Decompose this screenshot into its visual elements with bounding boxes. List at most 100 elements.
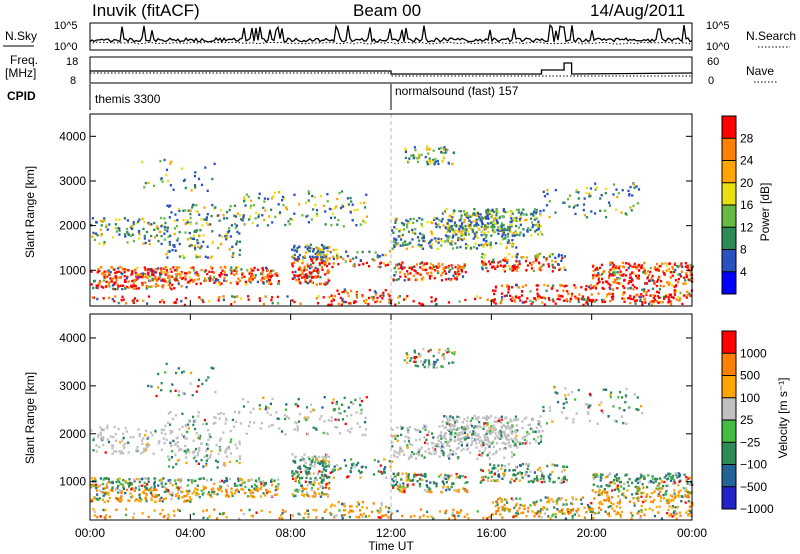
heatmap-cell [451,228,454,231]
heatmap-cell [454,242,457,245]
heatmap-cell [653,514,656,518]
heatmap-cell [562,478,566,481]
heatmap-cell [277,302,280,305]
heatmap-cell [109,435,112,438]
heatmap-cell [170,275,173,278]
heatmap-cell [176,445,179,448]
heatmap-cell [498,419,501,423]
heatmap-cell [482,416,485,419]
heatmap-cell [102,297,105,300]
heatmap-cell [444,272,447,275]
heatmap-cell [589,284,592,287]
heatmap-cell [443,482,446,486]
heatmap-cell [113,450,116,453]
heatmap-cell [663,476,666,479]
heatmap-cell [172,439,175,443]
heatmap-cell [345,250,348,253]
heatmap-cell [449,449,452,452]
heatmap-cell [162,437,165,440]
heatmap-cell [238,461,241,465]
heatmap-cell [537,296,540,300]
heatmap-cell [105,225,108,228]
heatmap-cell [296,259,299,263]
heatmap-cell [130,284,133,287]
heatmap-cell [314,462,317,465]
heatmap-cell [404,435,407,438]
heatmap-cell [409,272,412,275]
heatmap-cell [358,263,361,267]
heatmap-cell [114,281,117,284]
heatmap-cell [265,405,268,408]
heatmap-cell [574,204,577,207]
heatmap-cell [278,427,281,430]
heatmap-cell [457,431,460,435]
heatmap-cell [195,460,198,463]
heatmap-cell [421,218,424,221]
heatmap-cell [597,278,600,281]
heatmap-cell [489,432,492,435]
heatmap-cell [120,450,123,453]
heatmap-cell [665,269,668,272]
heatmap-cell [311,276,314,279]
heatmap-cell [637,486,640,489]
heatmap-cell [233,269,237,272]
heatmap-cell [150,490,153,493]
heatmap-cell [108,273,111,276]
heatmap-cell [493,217,496,221]
heatmap-cell [523,438,527,442]
heatmap-cell [659,494,662,497]
heatmap-cell [105,224,108,227]
heatmap-cell [467,214,470,217]
heatmap-cell [612,295,615,299]
heatmap-cell [486,479,489,483]
heatmap-cell [658,288,661,291]
heatmap-cell [429,266,432,269]
heatmap-cell [99,484,102,487]
heatmap-cell [147,221,150,225]
heatmap-cell [600,485,603,488]
heatmap-cell [399,490,402,493]
heatmap-cell [221,269,224,272]
heatmap-cell [465,214,468,217]
heatmap-cell [530,217,533,220]
heatmap-cell [262,302,265,306]
heatmap-cell [657,278,660,281]
heatmap-cell [397,278,400,281]
heatmap-cell [407,477,410,481]
heatmap-cell [632,204,635,208]
heatmap-cell [157,267,160,270]
heatmap-cell [188,450,191,454]
heatmap-cell [322,296,325,299]
heatmap-cell [400,266,403,269]
heatmap-cell [247,400,250,404]
heatmap-cell [391,229,394,232]
heatmap-cell [328,296,331,299]
heatmap-cell [256,224,259,227]
heatmap-cell [296,274,299,278]
heatmap-cell [391,478,394,481]
heatmap-cell [609,263,612,266]
heatmap-cell [509,427,512,430]
heatmap-cell [642,500,645,504]
heatmap-cell [554,260,557,263]
heatmap-cell [638,269,641,272]
heatmap-cell [428,275,431,278]
heatmap-cell [680,270,683,273]
heatmap-cell [307,190,310,193]
heatmap-cell [135,498,138,501]
heatmap-cell [614,271,617,274]
heatmap-cell [597,292,600,295]
heatmap-cell [463,438,467,441]
heatmap-cell [548,215,551,219]
heatmap-cell [404,297,407,300]
heatmap-cell [510,451,513,454]
heatmap-cell [204,255,207,258]
heatmap-cell [661,262,664,265]
heatmap-cell [459,475,462,478]
heatmap-cell [326,249,329,253]
heatmap-cell [650,500,653,503]
heatmap-cell [457,230,460,233]
heatmap-cell [441,445,444,448]
heatmap-cell [508,241,511,245]
heatmap-cell [225,493,228,496]
